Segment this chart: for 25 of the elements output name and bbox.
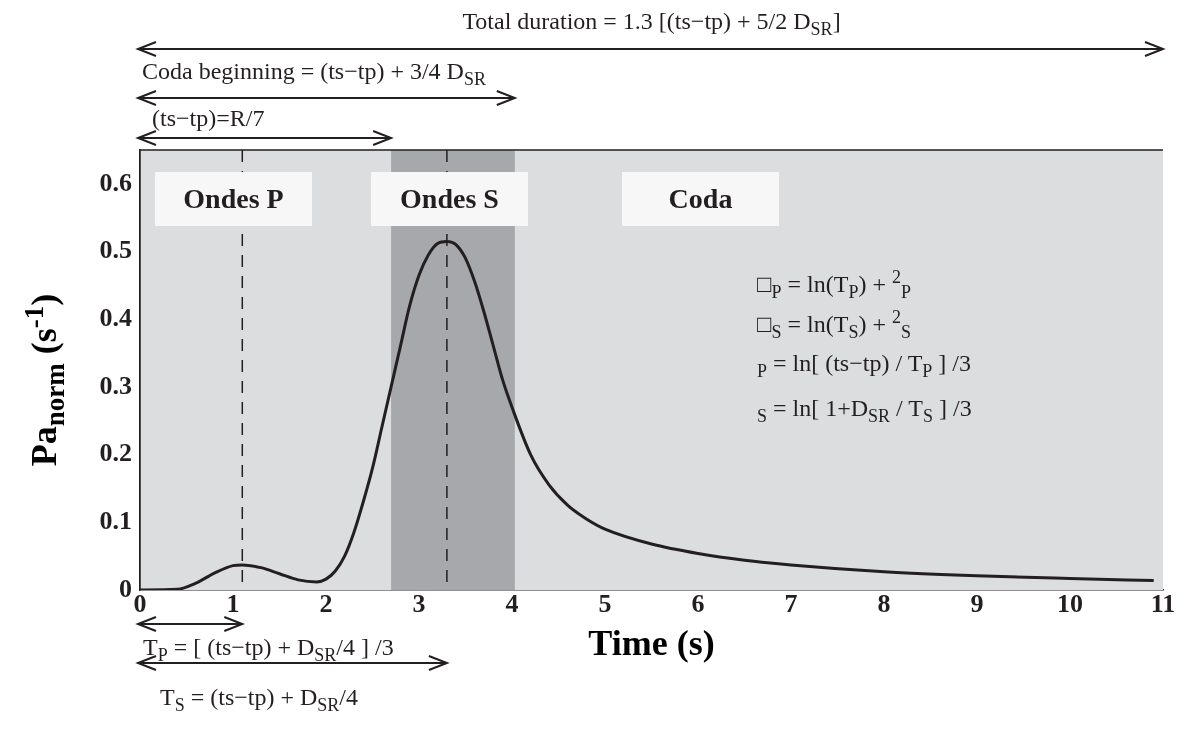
x-tick-label: 8 <box>877 589 891 619</box>
x-tick-label: 11 <box>1150 589 1176 619</box>
x-tick-label: 7 <box>784 589 798 619</box>
text: (ts−tp)=R/7 <box>152 105 265 132</box>
x-tick-label: 4 <box>505 589 519 619</box>
x-tick-label: 6 <box>691 589 705 619</box>
x-tick-label: 10 <box>1057 589 1083 619</box>
annotation: $_{S}$ = ln[ 1+D$_{SR}$ / T$_{S}$ ] /3 <box>757 395 972 427</box>
text: T$_{S}$ = (ts−tp) + D$_{SR}$/4 <box>160 684 358 716</box>
x-axis-title: Time (s) <box>588 622 715 664</box>
y-tick-label: 0.3 <box>99 370 132 400</box>
x-tick-label: 2 <box>319 589 333 619</box>
x-tick-label: 3 <box>412 589 426 619</box>
y-tick-label: 0.5 <box>99 235 132 265</box>
text: Total duration = 1.3 [(ts−tp) + 5/2 D$_{SR}$] <box>462 8 841 40</box>
x-tick-label: 9 <box>970 589 984 619</box>
y-tick-label: 0.1 <box>99 506 132 536</box>
text: Coda beginning = (ts−tp) + 3/4 D$_{SR}$ <box>142 58 486 90</box>
y-tick-label: 0.6 <box>99 167 132 197</box>
annotation: $_{P}$ = ln[ (ts−tp) / T$_{P}$ ] /3 <box>757 350 971 382</box>
y-tick-label: 0.2 <box>99 438 132 468</box>
x-tick-label: 1 <box>226 589 240 619</box>
y-tick-label: 0.4 <box>99 302 132 332</box>
text: T$_{P}$ = [ (ts−tp) + D$_{SR}$/4 ] /3 <box>143 634 394 666</box>
x-tick-label: 5 <box>598 589 612 619</box>
